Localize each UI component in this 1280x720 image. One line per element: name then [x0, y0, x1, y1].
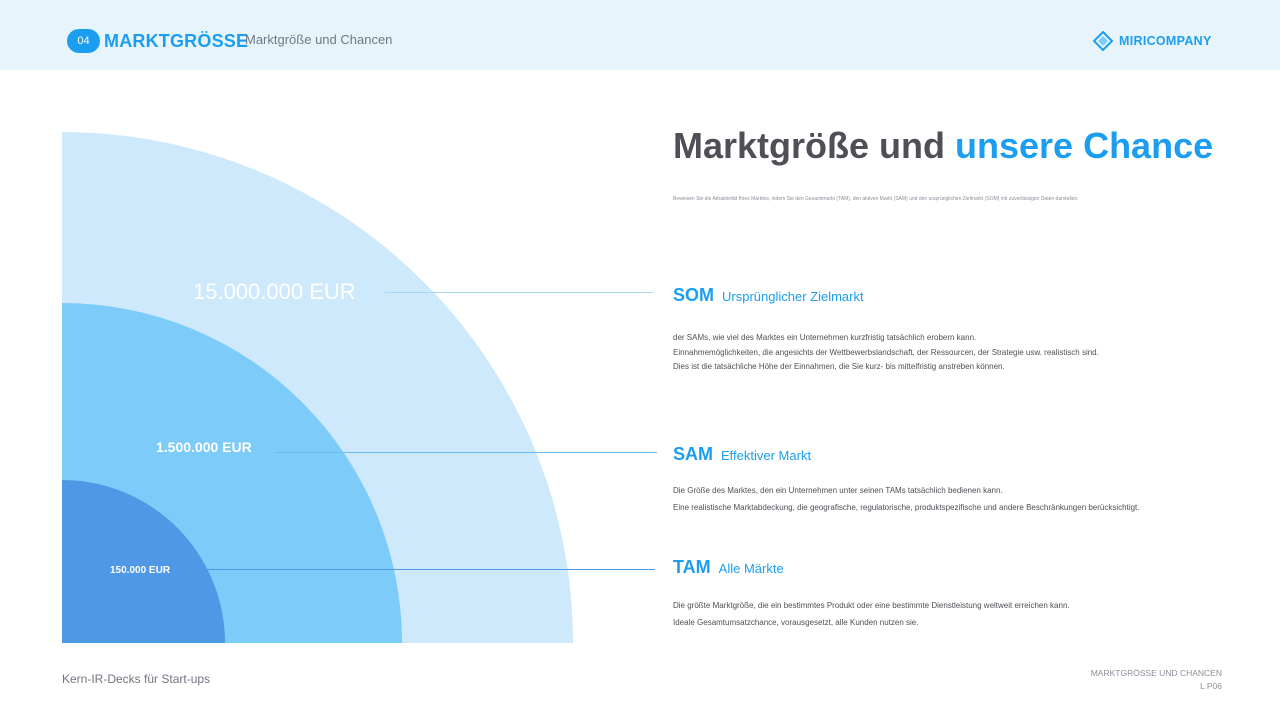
value-inner: 150.000 EUR	[110, 565, 171, 576]
description-line: Die Größe des Marktes, den ein Unternehm…	[673, 486, 1003, 495]
connector-line-bottom	[205, 569, 655, 570]
market-item-tam: TAM Alle Märkte Die größte Marktgröße, d…	[673, 556, 1233, 631]
market-abbr: TAM	[673, 557, 711, 577]
description-line: Dies ist die tatsächliche Höhe der Einna…	[673, 362, 1005, 371]
diamond-logo-icon	[1093, 31, 1113, 51]
market-description: der SAMs, wie viel des Marktes ein Unter…	[673, 331, 1233, 375]
market-label: Effektiver Markt	[721, 448, 812, 463]
intro-text: Beweisen Sie die Attraktivität Ihres Mar…	[673, 196, 1079, 202]
logo-text: MIRICOMPANY	[1119, 34, 1212, 48]
description-line: Einnahmemöglichkeiten, die angesichts de…	[673, 347, 1099, 357]
company-logo: MIRICOMPANY	[1093, 31, 1212, 51]
header-bar: 04 MARKTGRÖSSE Marktgröße und Chancen MI…	[0, 0, 1280, 70]
footer-deck-title: Kern-IR-Decks für Start-ups	[62, 672, 211, 686]
section-title: MARKTGRÖSSE	[104, 31, 249, 51]
page-title: Marktgröße und unsere Chance	[673, 124, 1213, 168]
page-title-plain: Marktgröße und	[673, 125, 956, 166]
page-title-accent: unsere Chance	[955, 125, 1214, 166]
market-abbr: SOM	[673, 285, 715, 305]
description-line: der SAMs, wie viel des Marktes ein Unter…	[673, 333, 977, 342]
section-number-badge: 04	[67, 29, 100, 53]
section-subtitle: Marktgröße und Chancen	[245, 32, 393, 47]
market-item-som: SOM Ursprünglicher Zielmarkt der SAMs, w…	[673, 284, 1233, 375]
value-middle: 1.500.000 EUR	[156, 439, 252, 455]
description-line: Eine realistische Marktabdeckung, die ge…	[673, 502, 1140, 512]
connector-line-middle	[274, 452, 657, 453]
connector-line-top	[385, 292, 653, 293]
footer-section-name: MARKTGRÖSSE UND CHANCEN	[1090, 668, 1222, 678]
market-label: Ursprünglicher Zielmarkt	[722, 289, 864, 304]
value-outer: 15.000.000 EUR	[193, 279, 356, 304]
market-label: Alle Märkte	[718, 561, 784, 576]
market-abbr: SAM	[673, 444, 713, 464]
description-line: Ideale Gesamtumsatzchance, vorausgesetzt…	[673, 617, 919, 627]
market-description: Die Größe des Marktes, den ein Unternehm…	[673, 483, 1233, 516]
market-item-sam: SAM Effektiver Markt Die Größe des Markt…	[673, 443, 1233, 516]
footer-page-info: MARKTGRÖSSE UND CHANCEN L P06	[1091, 667, 1222, 693]
description-line: Die größte Marktgröße, die ein bestimmte…	[673, 601, 1070, 610]
footer-page-number: L P06	[1200, 681, 1222, 691]
market-description: Die größte Marktgröße, die ein bestimmte…	[673, 598, 1233, 631]
